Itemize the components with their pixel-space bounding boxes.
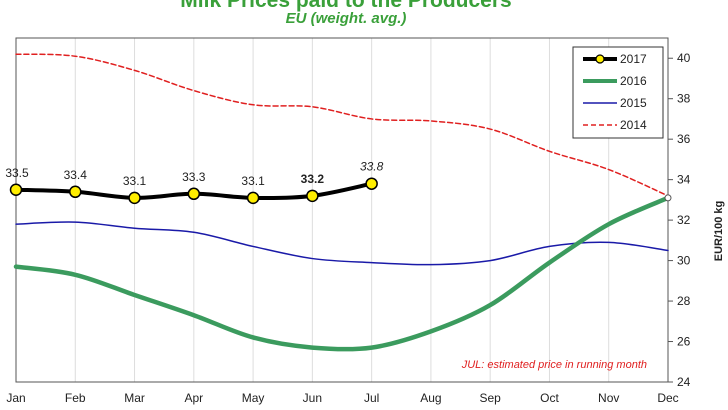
x-tick-may: May xyxy=(242,391,265,405)
marker-2017-jun xyxy=(306,189,319,203)
data-label-2017-jul: 33.8 xyxy=(360,160,384,174)
grid-lines xyxy=(74,38,610,382)
y-tick-28: 28 xyxy=(677,294,691,308)
x-axis-ticks: Jan Feb Mar Apr May Jun Jul Aug Sep Oct Nov Dec xyxy=(6,391,678,405)
marker-2017-jan xyxy=(9,183,23,197)
data-label-2017-mar: 33.1 xyxy=(123,174,147,188)
x-tick-sep: Sep xyxy=(480,391,502,405)
data-label-2017-may: 33.1 xyxy=(241,174,265,188)
data-markers xyxy=(9,177,672,205)
x-tick-aug: Aug xyxy=(420,391,441,405)
marker-2017-may xyxy=(246,191,260,205)
y-tick-32: 32 xyxy=(677,213,691,227)
y-axis-ticks: 24 26 28 30 32 34 36 38 40 xyxy=(668,51,691,389)
y-tick-24: 24 xyxy=(677,375,691,389)
legend-label-2015: 2015 xyxy=(620,96,647,110)
x-tick-oct: Oct xyxy=(540,391,559,405)
y-tick-30: 30 xyxy=(677,254,691,268)
series-line-2015 xyxy=(15,221,669,266)
y-axis-label: EUR/100 kg xyxy=(713,201,725,262)
x-tick-feb: Feb xyxy=(65,391,86,405)
x-tick-jan: Jan xyxy=(6,391,25,405)
chart-subtitle: EU (weight. avg.) xyxy=(285,10,407,27)
y-tick-38: 38 xyxy=(677,92,691,106)
y-tick-34: 34 xyxy=(677,173,691,187)
legend-label-2016: 2016 xyxy=(620,74,647,88)
data-label-2017-apr: 33.3 xyxy=(182,170,206,184)
series-line-2016 xyxy=(13,195,671,352)
legend-marker-2017 xyxy=(595,54,605,64)
data-labels: 33.5 33.4 33.1 33.3 33.1 33.2 33.8 xyxy=(5,160,383,188)
x-tick-jul: Jul xyxy=(364,391,379,405)
marker-2017-mar xyxy=(128,191,141,205)
data-label-2017-feb: 33.4 xyxy=(64,168,88,182)
marker-2017-apr xyxy=(187,187,201,201)
marker-2017-feb xyxy=(69,185,82,199)
y-tick-36: 36 xyxy=(677,132,691,146)
data-label-2017-jan: 33.5 xyxy=(5,166,29,180)
data-label-2017-jun: 33.2 xyxy=(301,172,325,186)
series-lines xyxy=(13,53,671,352)
dec-point-marker xyxy=(664,194,672,202)
x-tick-apr: Apr xyxy=(184,391,203,405)
x-tick-mar: Mar xyxy=(124,391,145,405)
chart-title: Milk Prices paid to the Producers xyxy=(180,0,512,12)
legend: 2017 2016 2015 2014 xyxy=(572,46,664,139)
legend-box xyxy=(572,46,664,139)
series-line-2014 xyxy=(15,53,669,197)
plot-frame xyxy=(15,37,669,383)
x-tick-jun: Jun xyxy=(303,391,322,405)
marker-2017-jul xyxy=(365,177,378,190)
x-tick-nov: Nov xyxy=(598,391,619,405)
legend-label-2014: 2014 xyxy=(620,118,647,132)
x-tick-dec: Dec xyxy=(657,391,678,405)
y-tick-40: 40 xyxy=(677,51,691,65)
legend-label-2017: 2017 xyxy=(620,52,647,66)
y-tick-26: 26 xyxy=(677,335,691,349)
estimate-note: JUL: estimated price in running month xyxy=(461,359,647,371)
